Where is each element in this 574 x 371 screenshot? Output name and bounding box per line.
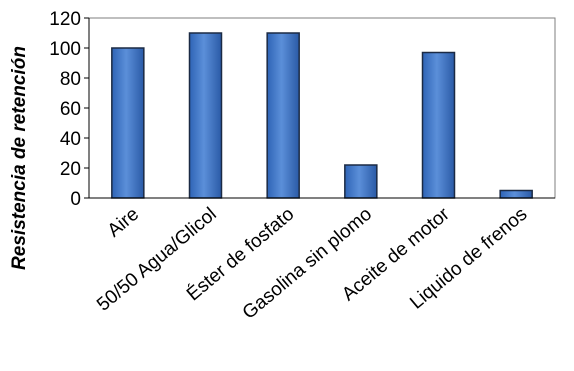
bar bbox=[266, 32, 300, 199]
bar bbox=[499, 189, 533, 199]
y-tick-label: 100 bbox=[49, 39, 81, 60]
plot-area-border bbox=[88, 17, 556, 199]
x-tick-label: Gasolina sin plomo bbox=[239, 204, 376, 324]
y-axis-label: Resistencia de retención bbox=[9, 46, 30, 270]
y-tick-label: 0 bbox=[70, 189, 81, 210]
y-tick-label: 40 bbox=[60, 129, 81, 150]
bar bbox=[421, 51, 456, 199]
y-tick-label: 120 bbox=[49, 9, 81, 30]
bars bbox=[89, 32, 555, 199]
y-axis-ticks: 0 20 40 60 80 100 120 bbox=[49, 9, 90, 210]
y-tick-label: 20 bbox=[60, 159, 81, 180]
bar bbox=[188, 32, 223, 199]
x-tick-label: Aire bbox=[104, 204, 143, 242]
y-tick-label: 80 bbox=[60, 69, 81, 90]
bar bbox=[111, 47, 145, 199]
y-tick-label: 60 bbox=[60, 99, 81, 120]
bar bbox=[344, 164, 378, 199]
